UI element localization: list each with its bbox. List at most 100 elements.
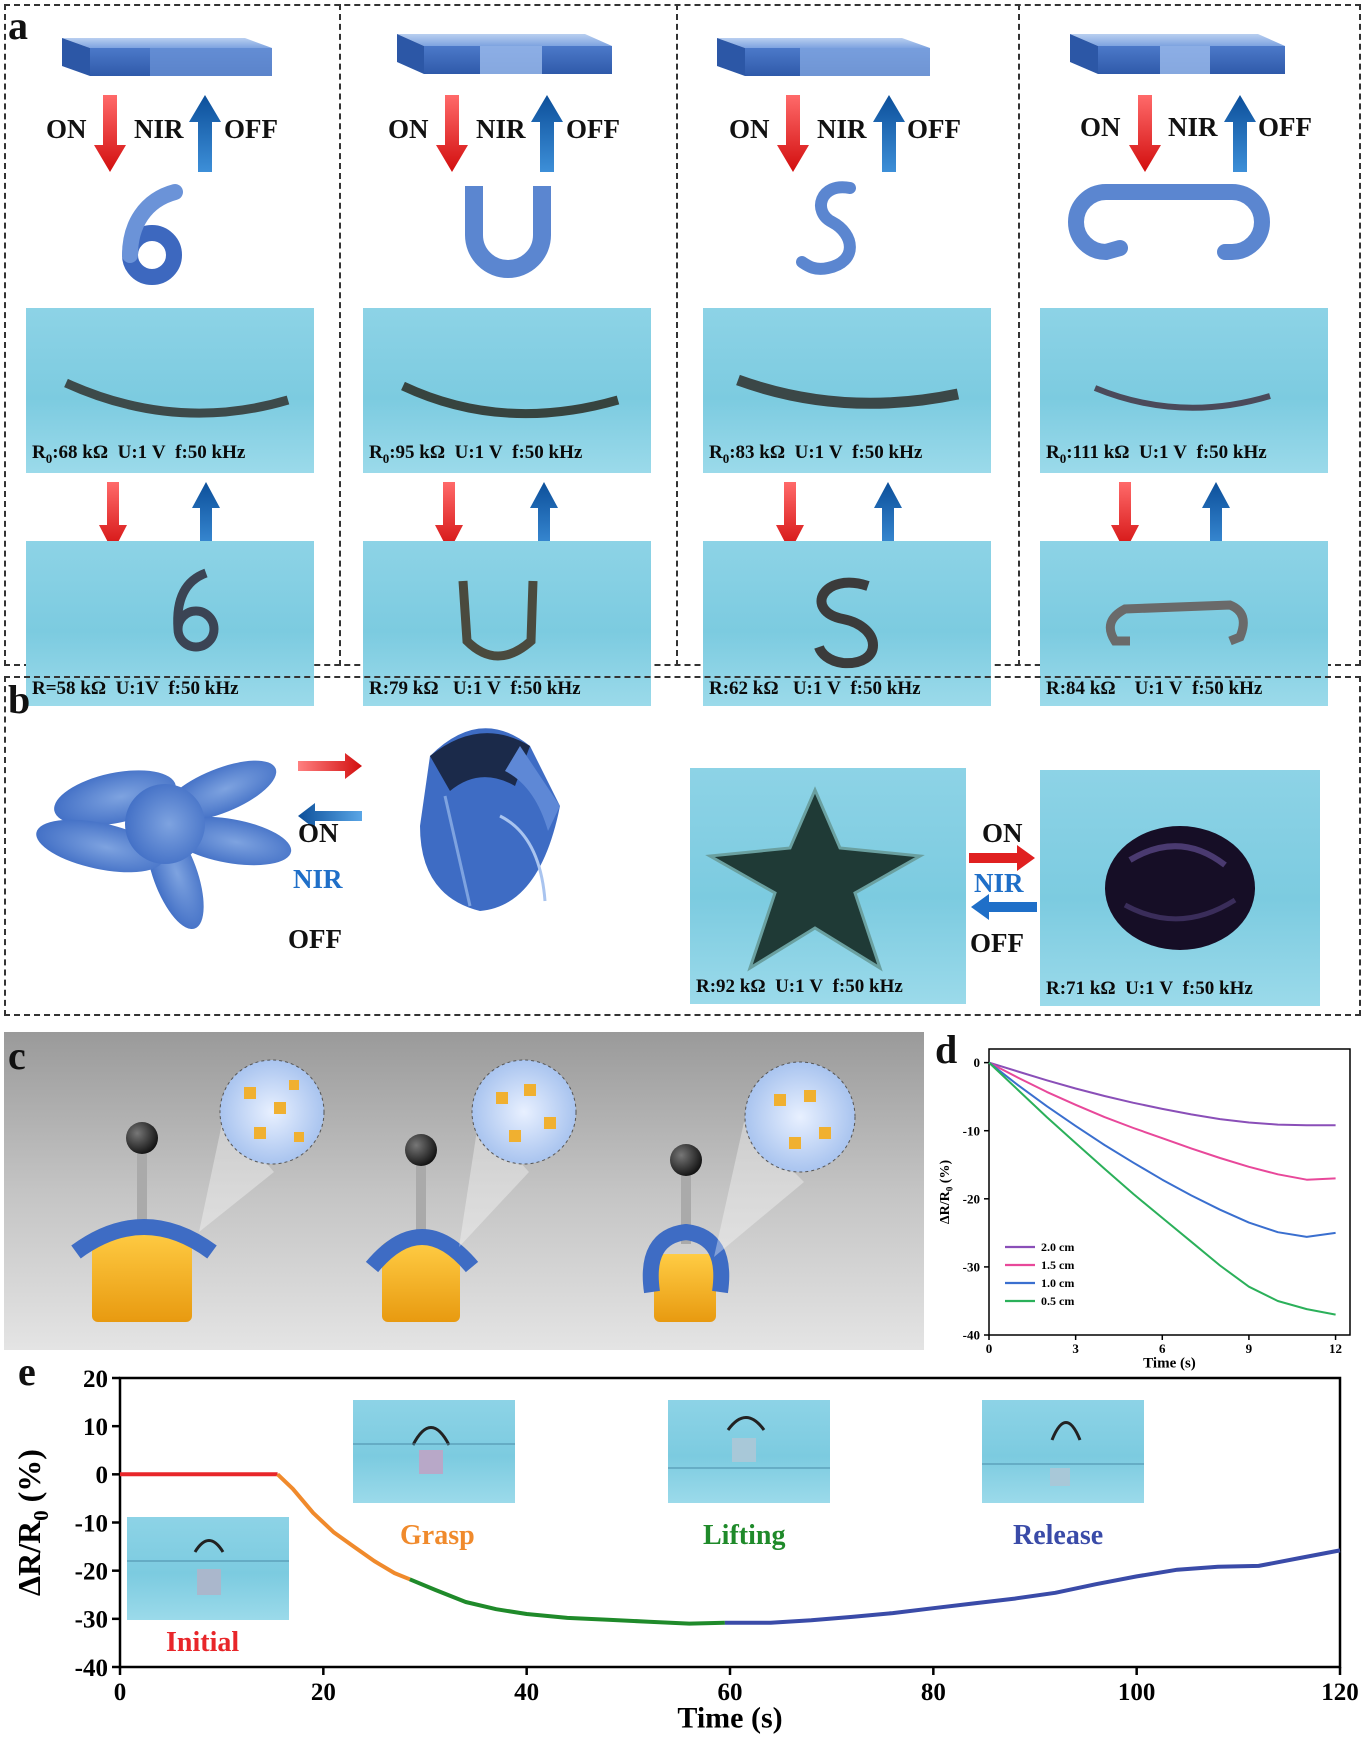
arrows-col-2 [436, 95, 563, 172]
series-line-Lifting [409, 1577, 725, 1626]
caption-bottom-2: R:79 kΩ U:1 V f:50 kHz [369, 678, 581, 699]
caption-top-4: R0:111 kΩ U:1 V f:50 kHz [1046, 442, 1267, 466]
panel-letter-a: a [8, 3, 28, 48]
gripper-narrow [642, 1061, 856, 1322]
caption-bottom-4: R:84 kΩ U:1 V f:50 kHz [1046, 678, 1263, 699]
arrows-col-1 [94, 95, 221, 172]
off-label-b1: OFF [288, 924, 342, 954]
panel-letter-d: d [935, 1027, 958, 1072]
x-tick-label: 12 [1329, 1341, 1342, 1356]
panel-b-schematic [36, 728, 560, 930]
on-label-2: ON [388, 114, 429, 144]
slab-2 [397, 34, 612, 74]
nir-label-b2: NIR [974, 868, 1024, 898]
on-label-3: ON [729, 114, 770, 144]
gripper-wide [71, 1059, 325, 1322]
plot-frame [988, 1048, 1351, 1336]
gripper-medium [365, 1059, 577, 1322]
arrows-col-4 [1129, 95, 1256, 172]
nir-label-b1: NIR [293, 864, 343, 894]
x-tick-label: 3 [1072, 1341, 1079, 1356]
slab-1 [62, 38, 272, 76]
inset-lifting [668, 1400, 830, 1503]
x-tick-label: 0 [986, 1341, 993, 1356]
photo-flat-1: R0:68 kΩ U:1 V f:50 kHz [26, 308, 314, 473]
nir-label-4: NIR [1168, 112, 1218, 142]
x-tick-label: 40 [514, 1679, 539, 1706]
label-initial: Initial [166, 1627, 240, 1658]
off-label-4: OFF [1258, 112, 1312, 142]
panel-c-grippers [71, 1059, 856, 1322]
y-tick-label: -10 [963, 1123, 980, 1138]
legend-entry: 0.5 cm [1041, 1294, 1074, 1308]
shape-6 [122, 184, 183, 285]
series-line-1_5-cm [988, 1061, 1336, 1181]
panel-b-photo-arrows [969, 845, 1037, 920]
nir-label-3: NIR [817, 114, 867, 144]
off-label-b2: OFF [970, 928, 1024, 958]
x-tick-label: 120 [1321, 1679, 1359, 1706]
off-label-3: OFF [907, 114, 961, 144]
y-tick-label: -40 [75, 1655, 108, 1682]
on-label-1: ON [46, 114, 87, 144]
photo-bent-4: R:84 kΩ U:1 V f:50 kHz [1040, 541, 1328, 706]
x-tick-label: 6 [1159, 1341, 1166, 1356]
y-tick-label: -20 [963, 1191, 980, 1206]
flower-flat [36, 760, 292, 930]
photo-flat-2: R0:95 kΩ U:1 V f:50 kHz [363, 308, 651, 473]
x-axis-label: Time (s) [677, 1702, 782, 1735]
x-tick-label: 9 [1246, 1341, 1253, 1356]
chart-d: 0 3 6 9 12 0 -10 -20 -30 -40 Time (s) ΔR/R0 (%) 2.0 … [938, 1048, 1351, 1371]
y-tick-label: -30 [963, 1259, 980, 1274]
nir-label-2: NIR [476, 114, 526, 144]
panel-a-schematics [62, 34, 1285, 285]
shape-U [465, 186, 551, 278]
caption-bottom-3: R:62 kΩ U:1 V f:50 kHz [709, 678, 921, 699]
label-release: Release [1013, 1520, 1104, 1551]
caption-top-2: R0:95 kΩ U:1 V f:50 kHz [369, 442, 583, 466]
series-line-2_0-cm [988, 1061, 1336, 1127]
y-tick-label: 0 [96, 1462, 109, 1489]
panel-letter-c: c [8, 1033, 26, 1078]
caption-top-3: R0:83 kΩ U:1 V f:50 kHz [709, 442, 923, 466]
strip-flat-3 [736, 374, 960, 409]
arrows-col-3 [777, 95, 905, 172]
shape-S [796, 181, 856, 275]
strip-bent-U [458, 580, 538, 661]
panel-a-divider-3 [1018, 4, 1020, 666]
slab-3 [717, 38, 930, 76]
y-axis-label: ΔR/R0 (%) [11, 1449, 53, 1596]
series-line-1_0-cm [988, 1061, 1336, 1238]
photo-bent-2: R:79 kΩ U:1 V f:50 kHz [363, 541, 651, 706]
strip-bent-6 [173, 568, 219, 652]
legend-entry: 1.0 cm [1041, 1276, 1074, 1290]
slab-4 [1070, 34, 1285, 74]
panel-a-frame [4, 4, 1361, 666]
on-arrow-b1 [298, 753, 362, 779]
y-tick-label: -20 [75, 1558, 108, 1585]
flower-closed [420, 728, 560, 911]
panel-a-divider-1 [339, 4, 341, 666]
on-label-b1: ON [298, 818, 339, 848]
x-tick-label: 20 [311, 1679, 336, 1706]
x-tick-label: 100 [1118, 1679, 1156, 1706]
panel-a-divider-2 [676, 4, 678, 666]
label-grasp: Grasp [400, 1520, 475, 1551]
panel-letter-e: e [18, 1349, 36, 1394]
y-tick-label: -30 [75, 1607, 108, 1634]
inset-grasp [353, 1400, 515, 1503]
caption-star: R:92 kΩ U:1 V f:50 kHz [696, 976, 903, 997]
series-line-Grasp [276, 1472, 411, 1582]
y-tick-label: -10 [75, 1510, 108, 1537]
closed-strip [1105, 826, 1255, 950]
caption-bottom-1: R=58 kΩ U:1V f:50 kHz [32, 678, 239, 699]
series-line-0_5-cm [988, 1061, 1336, 1316]
inset-release [982, 1400, 1144, 1503]
strip-bent-C [1105, 600, 1248, 646]
off-arrow-b1 [298, 803, 362, 829]
y-tick-label: 0 [974, 1055, 981, 1070]
label-lifting: Lifting [703, 1520, 786, 1551]
y-tick-label: 20 [83, 1366, 108, 1393]
y-tick-label: 10 [83, 1414, 108, 1441]
legend-entry: 1.5 cm [1041, 1258, 1074, 1272]
